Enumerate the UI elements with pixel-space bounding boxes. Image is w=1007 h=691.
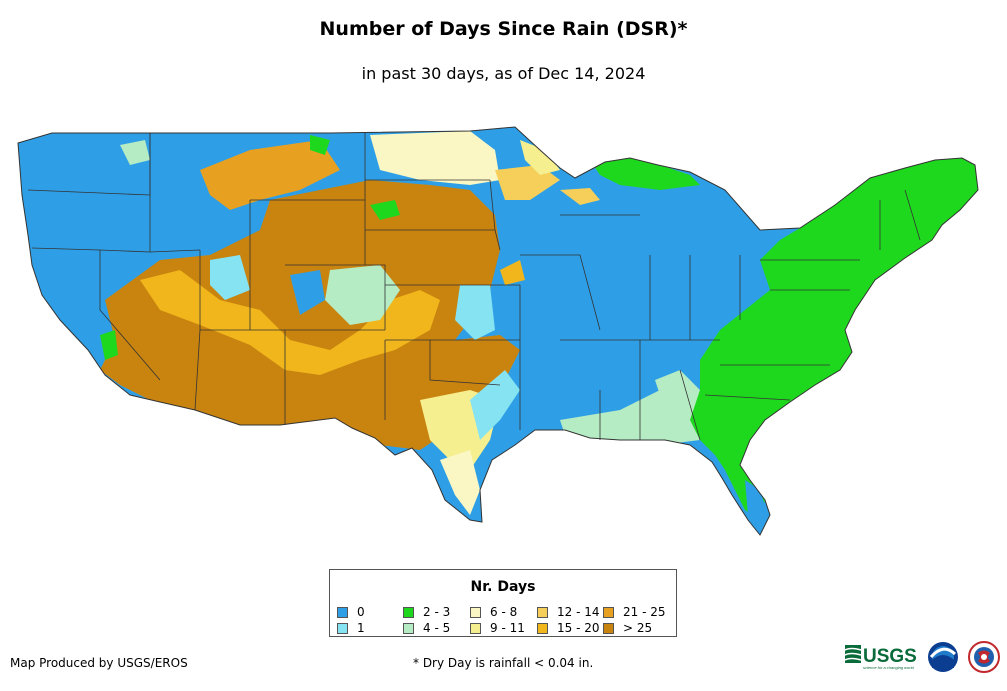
- legend-label: 6 - 8: [490, 605, 518, 619]
- legend-label: 4 - 5: [423, 621, 451, 635]
- legend-swatch: [337, 606, 348, 618]
- usgs-wordmark: USGS: [863, 646, 917, 667]
- legend-label: 2 - 3: [423, 605, 451, 619]
- legend-item-5: 9 - 11: [470, 622, 525, 634]
- legend-item-6: 12 - 14: [537, 606, 600, 618]
- us-outline: [17, 126, 979, 536]
- legend: Nr. Days 0 1 2 - 3 4 - 5 6 - 8 9 - 11 12…: [329, 569, 677, 637]
- legend-swatch: [537, 606, 548, 618]
- producer-credit: Map Produced by USGS/EROS: [10, 656, 188, 670]
- legend-swatch: [403, 606, 414, 618]
- legend-item-9: > 25: [603, 622, 652, 634]
- legend-swatch: [537, 622, 548, 634]
- legend-label: 1: [357, 621, 365, 635]
- usgs-logo: USGS science for a changing world: [844, 645, 917, 670]
- legend-swatch: [603, 622, 614, 634]
- legend-label: 9 - 11: [490, 621, 525, 635]
- legend-swatch: [603, 606, 614, 618]
- legend-item-7: 15 - 20: [537, 622, 600, 634]
- legend-swatch: [337, 622, 348, 634]
- dsr-raster: [18, 127, 978, 535]
- usgs-tagline: science for a changing world: [863, 665, 914, 670]
- legend-item-8: 21 - 25: [603, 606, 666, 618]
- legend-item-1: 1: [337, 622, 365, 634]
- legend-label: 15 - 20: [557, 621, 600, 635]
- agency-logos: USGS science for a changing world: [844, 641, 1000, 673]
- map-subtitle: in past 30 days, as of Dec 14, 2024: [361, 64, 646, 83]
- legend-swatch: [470, 606, 481, 618]
- legend-swatch: [403, 622, 414, 634]
- legend-swatch: [470, 622, 481, 634]
- nws-logo: [968, 641, 1000, 673]
- state-borders: [27, 133, 921, 441]
- legend-item-3: 4 - 5: [403, 622, 450, 634]
- legend-label: > 25: [623, 621, 653, 635]
- legend-label: 12 - 14: [557, 605, 600, 619]
- legend-label: 0: [357, 605, 365, 619]
- legend-item-4: 6 - 8: [470, 606, 517, 618]
- map-title: Number of Days Since Rain (DSR)*: [319, 18, 688, 40]
- legend-item-0: 0: [337, 606, 365, 618]
- dry-day-note: * Dry Day is rainfall < 0.04 in.: [413, 656, 594, 670]
- noaa-logo: [928, 642, 958, 672]
- legend-item-2: 2 - 3: [403, 606, 450, 618]
- legend-title: Nr. Days: [470, 579, 536, 595]
- legend-label: 21 - 25: [623, 605, 666, 619]
